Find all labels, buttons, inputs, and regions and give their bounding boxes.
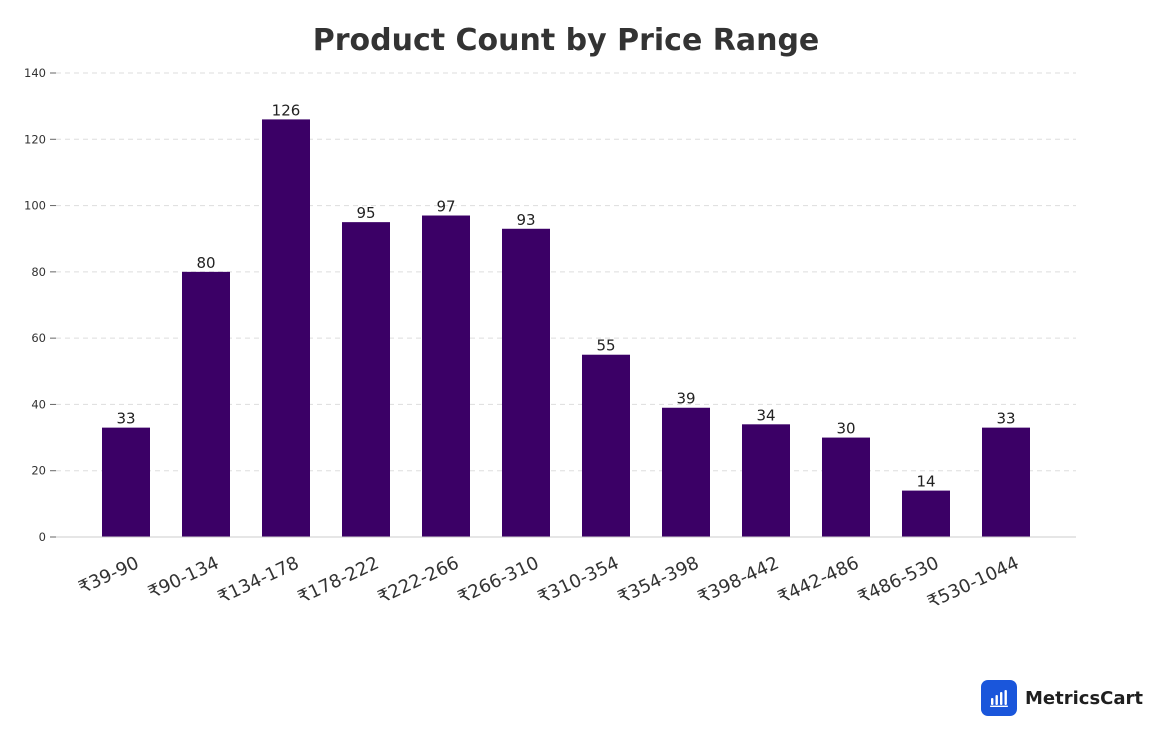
bar [262,119,310,538]
x-tick-label: ₹39-90 [76,553,143,599]
data-label: 126 [272,101,301,119]
bar [662,407,710,537]
y-tick-label: 120 [24,132,46,146]
x-tick-label: ₹310-354 [535,553,622,609]
data-label: 14 [916,473,935,491]
x-tick-label: ₹398-442 [695,553,782,609]
x-tick-label: ₹266-310 [455,553,542,609]
bar [102,427,150,537]
bar [742,424,790,537]
bar [502,228,550,537]
data-label: 30 [836,420,855,438]
data-labels: 33 80 126 95 97 93 55 39 34 30 14 33 [116,101,1015,490]
data-label: 55 [596,337,615,355]
y-tick-label: 0 [39,530,46,544]
data-label: 80 [196,254,215,272]
bars [102,119,1030,538]
bar [582,354,630,537]
metricscart-logo: MetricsCart [981,680,1143,716]
data-label: 39 [676,390,695,408]
data-label: 34 [756,406,775,424]
y-axis: 0 20 40 60 80 100 120 140 [24,66,56,544]
bar [182,271,230,537]
data-label: 95 [356,204,375,222]
x-tick-label: ₹178-222 [295,553,382,609]
x-tick-label: ₹90-134 [145,553,222,604]
data-label: 93 [516,211,535,229]
y-tick-label: 100 [24,199,46,213]
logo-chart-icon [981,680,1017,716]
y-tick-label: 80 [31,265,46,279]
bar [982,427,1030,537]
grid-layer [56,72,1076,472]
y-tick-label: 140 [24,66,46,80]
x-tick-label: ₹354-398 [615,553,702,609]
x-tick-label: ₹442-486 [775,553,862,609]
bar [422,215,470,537]
bar [902,490,950,537]
y-tick-label: 60 [31,331,46,345]
x-tick-label: ₹134-178 [215,553,302,609]
x-axis: ₹39-90 ₹90-134₹134-178₹178-222₹222-266₹26… [76,553,1023,614]
logo-text: MetricsCart [1025,687,1143,709]
data-label: 33 [996,410,1015,428]
data-label: 33 [116,410,135,428]
data-label: 97 [436,198,455,216]
x-tick-label: ₹530-1044 [924,553,1022,614]
chart-title: Product Count by Price Range [313,23,820,58]
y-tick-label: 20 [31,464,46,478]
bar [342,222,390,537]
x-tick-label: ₹222-266 [375,553,462,609]
y-tick-label: 40 [31,397,46,411]
bar [822,437,870,537]
